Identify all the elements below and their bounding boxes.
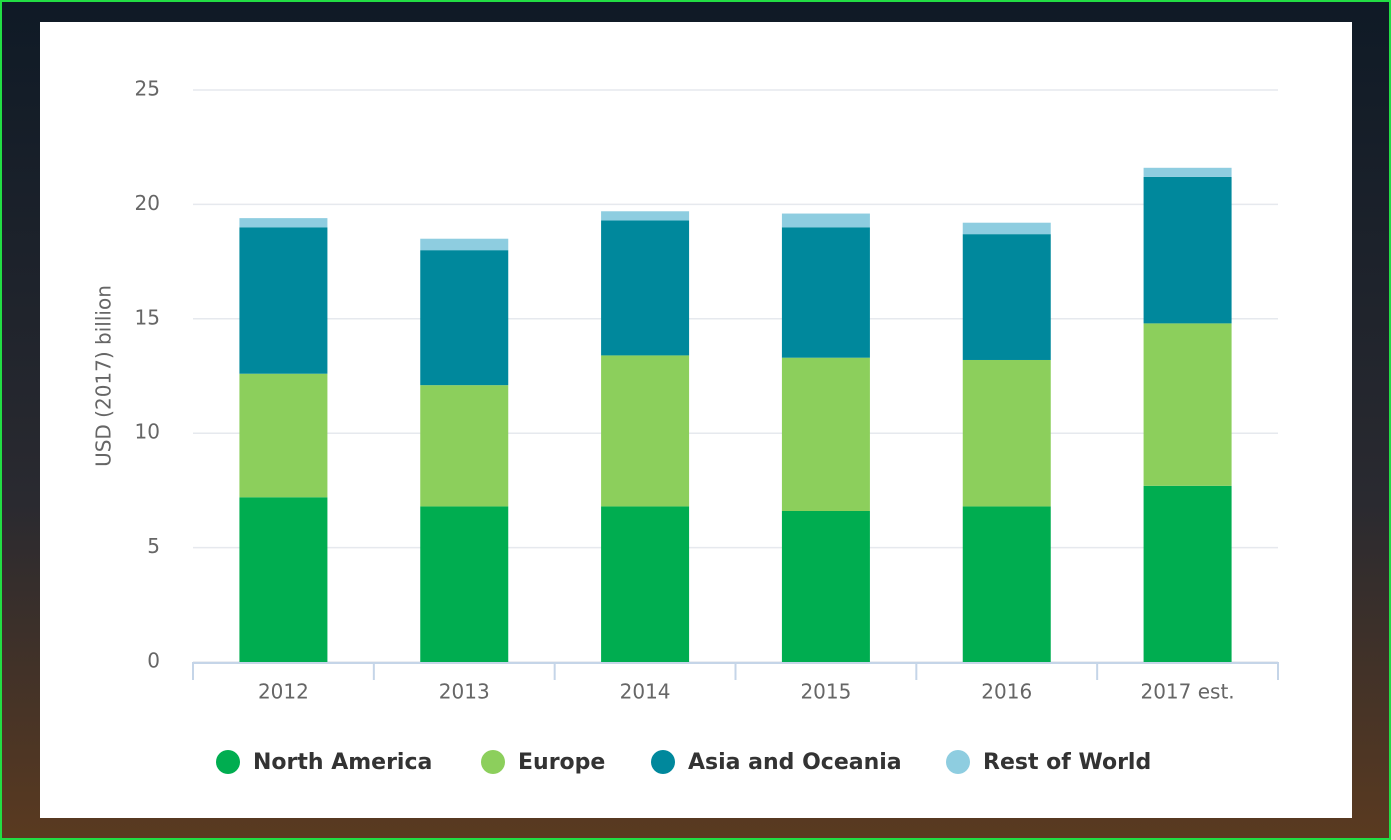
bar-segment (601, 506, 690, 662)
bar-segment (781, 227, 870, 358)
bar-segment (601, 220, 690, 356)
y-tick-label: 15 (135, 305, 160, 329)
bar-segment (420, 250, 509, 386)
legend-marker (216, 750, 240, 774)
bar-segment (420, 385, 509, 507)
y-tick-label: 25 (135, 77, 160, 101)
legend-label: North America (253, 750, 432, 775)
y-axis-label: USD (2017) billion (92, 285, 116, 467)
bar-segment (1143, 176, 1232, 324)
bar-segment (781, 510, 870, 662)
legend-label: Europe (518, 750, 605, 775)
x-tick-label: 2014 (620, 680, 671, 704)
x-tick-label: 2012 (258, 680, 309, 704)
bar-segment (239, 218, 328, 228)
bar-segment (1143, 167, 1232, 177)
y-tick-label: 5 (147, 534, 160, 558)
bar-segment (420, 238, 509, 251)
bar-segment (239, 373, 328, 498)
x-tick-label: 2017 est. (1140, 680, 1234, 704)
y-tick-label: 10 (135, 420, 160, 444)
bar-segment (962, 506, 1051, 662)
bar-segment (962, 234, 1051, 360)
bar-segment (1143, 323, 1232, 486)
bar-segment (1143, 485, 1232, 662)
legend-marker (651, 750, 675, 774)
y-tick-label: 20 (135, 191, 160, 215)
y-tick-label: 0 (147, 649, 160, 673)
bar-segment (601, 211, 690, 221)
bar-segment (962, 359, 1051, 507)
bar-segment (962, 222, 1051, 235)
legend-label: Asia and Oceania (688, 750, 902, 775)
legend-marker (946, 750, 970, 774)
x-tick-label: 2016 (981, 680, 1032, 704)
bar-segment (781, 213, 870, 228)
legend-label: Rest of World (983, 750, 1151, 775)
bar-segment (601, 355, 690, 507)
legend-marker (481, 750, 505, 774)
bar-segment (239, 497, 328, 662)
bar-segment (239, 227, 328, 374)
bar-segment (781, 357, 870, 511)
x-tick-label: 2015 (800, 680, 851, 704)
x-tick-label: 2013 (439, 680, 490, 704)
bar-segment (420, 506, 509, 662)
